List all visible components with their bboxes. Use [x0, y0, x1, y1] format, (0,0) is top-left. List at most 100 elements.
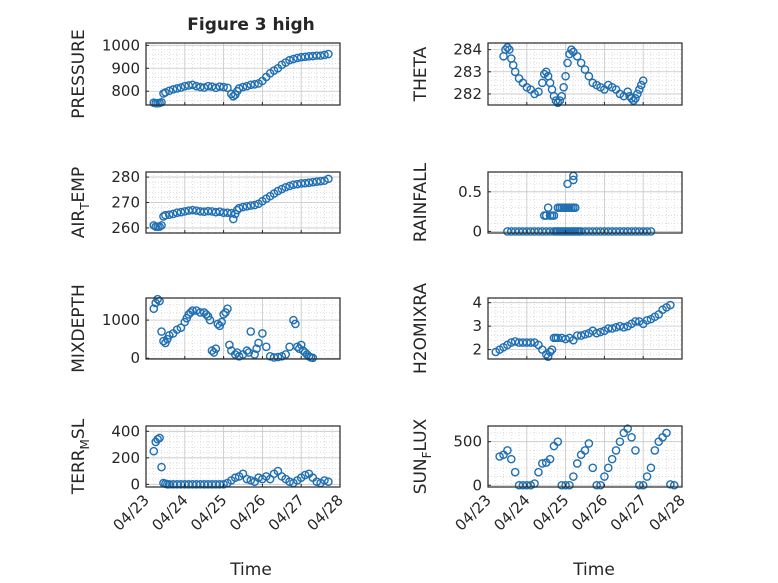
data-point: [285, 55, 294, 65]
data-point: [172, 208, 182, 217]
y-tick-label: 260: [111, 219, 140, 237]
data-point: [188, 306, 197, 315]
data-point: [503, 446, 512, 455]
data-point: [258, 329, 267, 338]
data-point: [580, 330, 590, 339]
panel-terr-msl: 0 200 400 TERRMSL 04/2304/2404/2504/2604/270…: [69, 418, 347, 534]
data-point: [281, 350, 290, 359]
data-point: [642, 315, 652, 325]
data-point: [296, 340, 306, 350]
data-point: [223, 304, 232, 313]
data-point: [561, 334, 570, 344]
data-point: [159, 212, 168, 221]
panel-theta: 282 283 284 THETA: [411, 41, 683, 108]
data-point: [666, 300, 675, 310]
data-point: [164, 210, 174, 219]
data-point: [219, 480, 228, 489]
panel-air-temp: 260 270 280 AIRTEMP: [69, 167, 341, 238]
data-point: [569, 175, 578, 185]
axes-frame: [487, 425, 683, 488]
data-point: [244, 348, 254, 357]
data-point: [293, 53, 302, 63]
data-point: [180, 207, 190, 216]
data-point: [157, 462, 166, 472]
data-point: [153, 434, 162, 444]
x-tick-label: 04/25: [187, 491, 230, 534]
x-axis-label-right: Time: [572, 560, 615, 580]
data-point: [603, 463, 613, 473]
data-point: [149, 304, 159, 313]
data-point: [592, 328, 601, 338]
y-tick-label: 200: [111, 449, 140, 467]
data-point: [662, 428, 671, 438]
y-axis-label: H2OMIXRA: [411, 283, 431, 374]
data-point: [242, 81, 252, 91]
data-point: [576, 58, 586, 68]
data-point: [547, 345, 557, 354]
y-tick-label: 2: [472, 341, 482, 359]
y-tick-label: 284: [453, 41, 482, 59]
x-tick-label: 04/23: [110, 491, 153, 534]
data-point: [223, 208, 232, 217]
x-axis-label-left: Time: [229, 560, 272, 580]
data-point: [646, 227, 656, 236]
data-point: [230, 473, 240, 483]
y-tick-label: 4: [472, 294, 482, 312]
data-point: [538, 459, 547, 468]
data-point: [571, 203, 580, 212]
y-axis-label: PRESSURE: [69, 29, 89, 118]
axes-frame: [487, 42, 683, 106]
data-point: [205, 315, 215, 325]
data-point: [629, 96, 638, 105]
data-point: [572, 51, 582, 61]
y-tick-label: 400: [111, 422, 140, 440]
data-point: [211, 344, 221, 354]
data-point: [186, 308, 195, 317]
data-point: [300, 470, 310, 480]
data-point: [188, 80, 197, 90]
y-tick-label: 3: [472, 317, 482, 335]
axes-frame: [145, 297, 341, 360]
data-point: [254, 338, 263, 348]
data-point: [238, 202, 248, 212]
data-point: [289, 54, 298, 64]
data-point: [291, 319, 300, 329]
data-point: [607, 454, 617, 464]
axes-frame: [487, 297, 683, 360]
y-axis-label: AIRTEMP: [69, 167, 92, 238]
figure-title: Figure 3 high: [187, 15, 315, 35]
data-point: [633, 89, 642, 99]
data-point: [638, 76, 648, 85]
data-point: [320, 476, 329, 485]
data-point: [225, 340, 234, 350]
data-point: [563, 58, 572, 68]
data-point: [526, 338, 535, 347]
data-point: [168, 85, 178, 94]
y-axis-label: MIXDEPTH: [69, 284, 89, 373]
y-axis-label: THETA: [411, 46, 431, 102]
data-point: [580, 446, 590, 455]
data-point: [543, 203, 553, 212]
data-point: [250, 350, 259, 359]
data-point: [285, 477, 294, 486]
data-point: [161, 210, 170, 220]
y-tick-label: 0: [472, 222, 482, 240]
data-point: [642, 472, 652, 481]
data-point: [188, 205, 197, 215]
data-point: [572, 459, 582, 468]
data-point: [553, 437, 563, 446]
data-point: [172, 84, 182, 93]
data-point: [545, 454, 555, 464]
data-point: [308, 353, 318, 363]
data-point: [215, 82, 225, 91]
data-point: [592, 480, 601, 490]
data-point: [567, 45, 576, 54]
y-tick-label: 1000: [102, 311, 140, 329]
data-point: [543, 352, 553, 361]
data-point: [157, 327, 166, 336]
data-point: [615, 437, 625, 446]
data-point: [196, 308, 205, 317]
data-point: [176, 207, 186, 217]
data-point: [631, 446, 640, 455]
x-tick-label: 04/28: [304, 491, 347, 534]
